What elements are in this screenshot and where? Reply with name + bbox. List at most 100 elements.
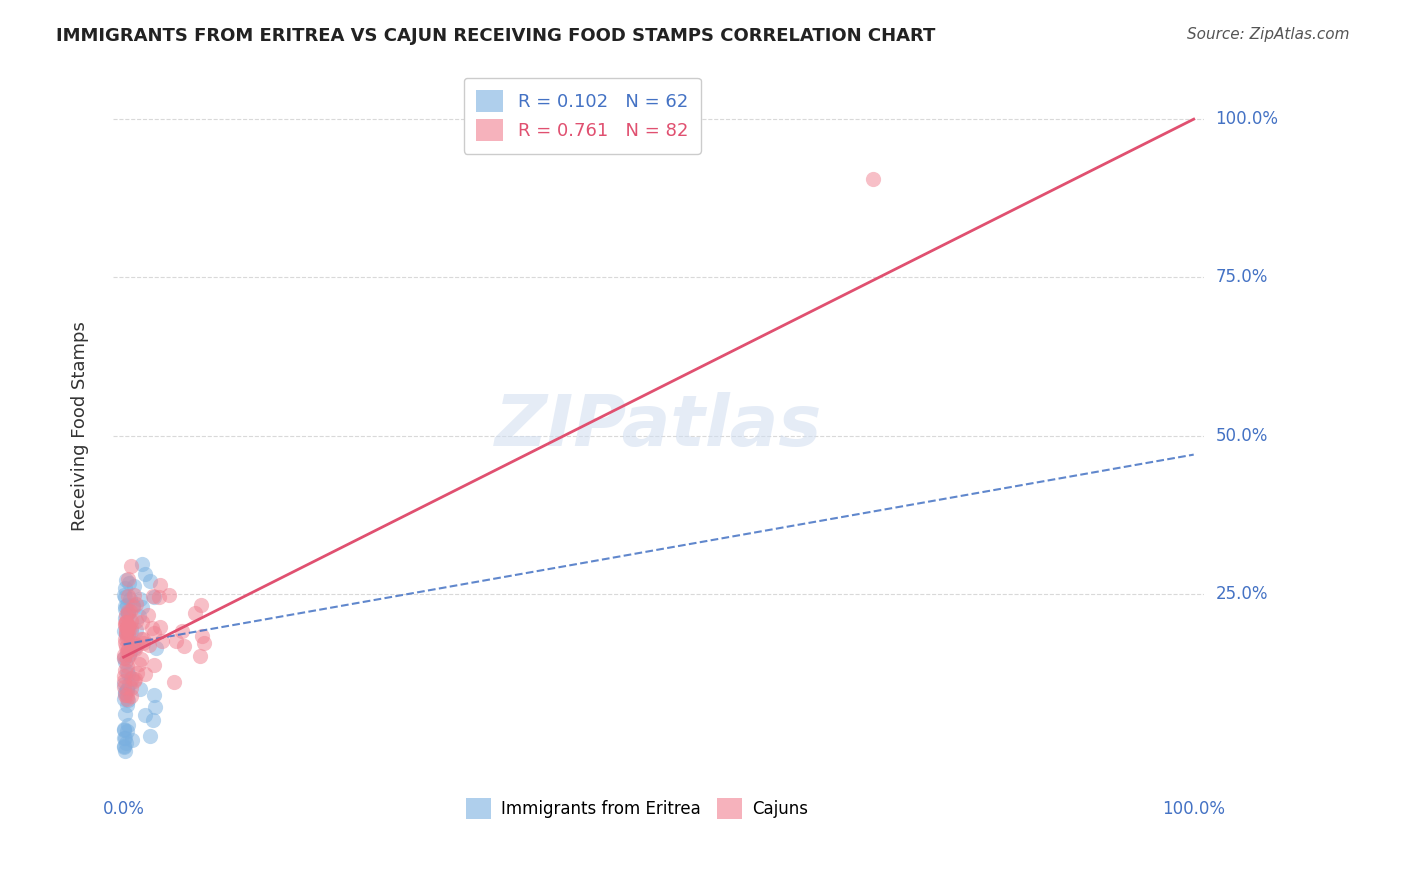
Point: [112, 723, 135, 737]
Text: 50.0%: 50.0%: [1216, 426, 1268, 444]
Point: [125, 624, 148, 638]
Point: [122, 598, 145, 612]
Y-axis label: Receiving Food Stamps: Receiving Food Stamps: [72, 321, 89, 531]
Point: [114, 599, 136, 613]
Point: [112, 651, 135, 665]
Text: IMMIGRANTS FROM ERITREA VS CAJUN RECEIVING FOOD STAMPS CORRELATION CHART: IMMIGRANTS FROM ERITREA VS CAJUN RECEIVI…: [56, 27, 935, 45]
Point: [128, 682, 150, 697]
Text: 100.0%: 100.0%: [1163, 800, 1225, 818]
Point: [118, 622, 141, 636]
Point: [117, 693, 139, 707]
Point: [131, 615, 153, 630]
Point: [157, 588, 180, 602]
Point: [117, 576, 139, 591]
Point: [134, 567, 156, 582]
Point: [117, 688, 139, 702]
Point: [142, 590, 165, 604]
Point: [121, 671, 143, 685]
Text: 100.0%: 100.0%: [1216, 110, 1278, 128]
Point: [120, 671, 142, 685]
Point: [117, 619, 139, 633]
Point: [122, 579, 145, 593]
Point: [114, 573, 136, 587]
Point: [118, 647, 141, 661]
Point: [112, 731, 135, 745]
Point: [165, 634, 187, 648]
Point: [114, 664, 136, 678]
Point: [112, 739, 135, 753]
Point: [114, 615, 136, 630]
Point: [139, 574, 162, 588]
Point: [117, 572, 139, 586]
Point: [862, 172, 884, 186]
Point: [128, 608, 150, 623]
Point: [117, 589, 139, 603]
Point: [112, 673, 135, 688]
Point: [118, 648, 141, 662]
Point: [117, 698, 139, 712]
Point: [188, 649, 211, 664]
Text: 25.0%: 25.0%: [1216, 585, 1268, 603]
Point: [129, 652, 152, 666]
Point: [112, 624, 135, 638]
Point: [121, 638, 143, 652]
Point: [114, 656, 136, 670]
Point: [138, 729, 160, 743]
Text: ZIPatlas: ZIPatlas: [495, 392, 823, 460]
Point: [114, 615, 136, 629]
Point: [117, 627, 139, 641]
Point: [112, 723, 135, 737]
Point: [112, 651, 135, 665]
Point: [124, 642, 146, 657]
Point: [142, 626, 165, 640]
Point: [112, 691, 135, 706]
Point: [115, 631, 138, 645]
Point: [114, 688, 136, 702]
Point: [124, 641, 146, 656]
Point: [120, 621, 142, 635]
Point: [120, 558, 142, 573]
Point: [125, 597, 148, 611]
Point: [131, 557, 153, 571]
Point: [173, 639, 195, 653]
Point: [117, 718, 139, 732]
Point: [114, 686, 136, 700]
Point: [143, 688, 166, 702]
Text: 0.0%: 0.0%: [103, 800, 145, 818]
Point: [131, 599, 153, 614]
Point: [122, 588, 145, 602]
Point: [112, 648, 135, 663]
Text: Source: ZipAtlas.com: Source: ZipAtlas.com: [1187, 27, 1350, 42]
Point: [117, 642, 139, 657]
Point: [114, 588, 136, 602]
Point: [115, 626, 138, 640]
Point: [148, 590, 170, 604]
Point: [115, 681, 138, 696]
Point: [193, 636, 215, 650]
Point: [117, 617, 139, 632]
Point: [114, 685, 136, 699]
Point: [114, 618, 136, 632]
Text: 75.0%: 75.0%: [1216, 268, 1268, 286]
Point: [120, 689, 142, 703]
Point: [128, 657, 150, 671]
Point: [121, 732, 143, 747]
Point: [117, 607, 139, 621]
Point: [163, 674, 186, 689]
Point: [125, 666, 148, 681]
Point: [149, 620, 172, 634]
Point: [184, 606, 207, 620]
Point: [142, 713, 165, 727]
Point: [112, 669, 135, 683]
Point: [149, 578, 172, 592]
Point: [114, 590, 136, 604]
Point: [114, 744, 136, 758]
Point: [115, 608, 138, 623]
Point: [115, 692, 138, 706]
Point: [114, 611, 136, 625]
Point: [114, 707, 136, 722]
Point: [190, 599, 212, 613]
Point: [150, 633, 173, 648]
Point: [115, 599, 138, 613]
Point: [145, 640, 167, 655]
